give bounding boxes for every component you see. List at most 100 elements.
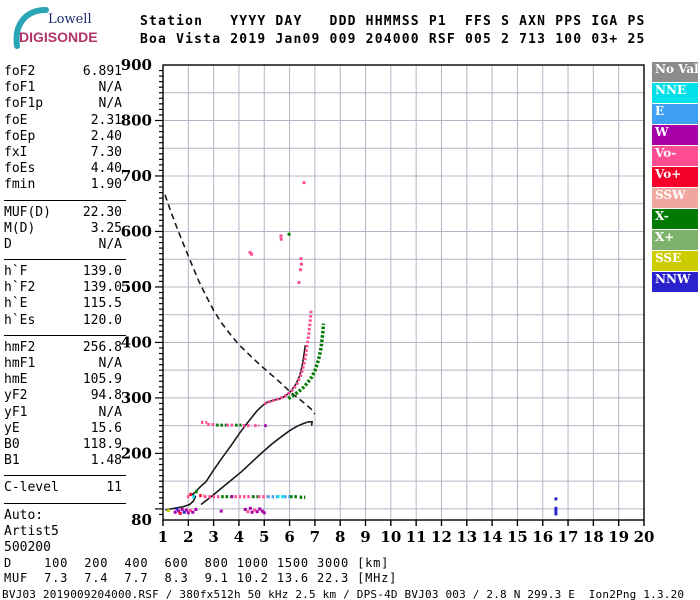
param-value: 94.8 — [90, 388, 122, 404]
scaled-parameters-panel: foF2 6.891 foF1 N/A foF1p N/A foE 2.31 foEp 2.40 f… — [4, 62, 126, 560]
trace-true-height-profile — [200, 421, 314, 506]
param-group-4: C-level 11 — [4, 475, 126, 500]
param-value: 118.9 — [82, 436, 122, 452]
param-value: 1.48 — [90, 453, 122, 469]
logo-line1: Lowell — [48, 12, 92, 27]
dot-noise-echo-dots — [194, 507, 198, 511]
x-tick-label: 14 — [482, 528, 503, 546]
param-value: N/A — [98, 356, 122, 371]
logo-line2: DIGISONDE — [19, 29, 98, 45]
param-label: hmE — [4, 372, 28, 388]
dot-noise-echo-dots — [243, 507, 247, 511]
param-value: 139.0 — [82, 280, 122, 296]
param-label: hmF1 — [4, 356, 36, 371]
x-tick-label: 3 — [208, 528, 218, 546]
dot-noise-echo-dots — [297, 281, 301, 285]
param-label: C-level — [4, 480, 59, 496]
legend-item-sse: SSE — [652, 251, 698, 271]
param-value: 3.25 — [90, 220, 122, 236]
param-label: foF1p — [4, 96, 44, 112]
dot-noise-echo-dots — [279, 234, 283, 238]
param-value: 120.0 — [82, 312, 122, 328]
param-label: foE — [4, 112, 28, 128]
param-row-h-es: h`Es 120.0 — [4, 313, 126, 329]
dot-noise-echo-dots — [173, 510, 177, 514]
param-row-m-d: M(D) 3.25 — [4, 221, 126, 237]
y-tick-label: 400 — [121, 333, 152, 351]
param-row-muf-d: MUF(D) 22.30 — [4, 205, 126, 221]
param-row-artist5: Artist5 — [4, 524, 126, 540]
param-value: 256.8 — [82, 339, 122, 355]
param-row-ye: yE 15.6 — [4, 421, 126, 437]
x-tick-label: 18 — [583, 528, 604, 546]
legend-item-x-: X- — [652, 209, 698, 229]
legend-item-x+: X+ — [652, 230, 698, 250]
param-value: 7.30 — [90, 144, 122, 160]
x-tick-label: 5 — [259, 528, 269, 546]
y-tick-label: 800 — [121, 111, 152, 129]
trace-transmission-curve — [164, 194, 316, 415]
x-tick-label: 16 — [532, 528, 553, 546]
x-tick-label: 19 — [608, 528, 629, 546]
param-row-fof1: foF1 N/A — [4, 80, 126, 96]
muf-row: MUF 7.3 7.4 7.7 8.3 9.1 10.2 13.6 22.3 [… — [4, 571, 398, 585]
param-row-hmf2: hmF2 256.8 — [4, 340, 126, 356]
param-value: 105.9 — [82, 372, 122, 388]
dot-noise-echo-dots — [246, 510, 250, 514]
legend-item-w: W — [652, 125, 698, 145]
dot-noise-echo-dots — [258, 507, 262, 511]
dot-noise-echo-dots — [188, 509, 192, 513]
param-value: 4.40 — [90, 161, 122, 177]
dot-noise-echo-dots — [191, 510, 195, 514]
param-label: foEp — [4, 128, 36, 144]
dot-noise-echo-dots — [219, 509, 223, 513]
param-label: M(D) — [4, 220, 36, 236]
param-row-fxi: fxI 7.30 — [4, 145, 126, 161]
param-label: 500200 — [4, 539, 51, 555]
param-value: N/A — [98, 80, 122, 96]
dot-noise-echo-dots — [554, 509, 558, 513]
param-row-hme: hmE 105.9 — [4, 372, 126, 388]
dot-noise-echo-dots — [248, 251, 252, 255]
param-value: 15.6 — [90, 420, 122, 436]
logo-arc-icon: Lowell DIGISONDE — [13, 7, 98, 49]
dot-noise-echo-dots — [255, 510, 259, 514]
legend-item-ssw: SSW — [652, 188, 698, 208]
y-tick-label: 300 — [121, 389, 152, 407]
x-tick-label: 11 — [406, 528, 427, 546]
dot-noise-echo-dots — [554, 506, 558, 510]
param-group-0: foF2 6.891 foF1 N/A foF1p N/A foE 2.31 foEp 2.40 f… — [4, 62, 126, 198]
param-label: fmin — [4, 177, 36, 193]
param-value: 22.30 — [82, 204, 122, 220]
x-tick-label: 2 — [183, 528, 193, 546]
dot-noise-echo-dots — [180, 507, 184, 511]
x-tick-label: 15 — [507, 528, 528, 546]
param-row-hmf1: hmF1 N/A — [4, 356, 126, 372]
y-tick-label: 700 — [121, 167, 152, 185]
param-row-foep: foEp 2.40 — [4, 129, 126, 145]
param-row-b0: B0 118.9 — [4, 437, 126, 453]
lowell-digisonde-logo: Lowell DIGISONDE — [6, 4, 116, 52]
param-row-fof2: foF2 6.891 — [4, 64, 126, 80]
param-label: fxI — [4, 144, 28, 160]
param-row-c-level: C-level 11 — [4, 480, 126, 496]
dot-noise-echo-dots — [554, 512, 558, 516]
x-tick-label: 7 — [310, 528, 320, 546]
dot-noise-echo-dots — [184, 508, 188, 512]
dot-noise-echo-dots — [299, 262, 303, 266]
param-value: 11 — [106, 480, 122, 496]
param-row-b1: B1 1.48 — [4, 453, 126, 469]
param-label: D — [4, 236, 12, 252]
y-tick-label: 80 — [131, 511, 152, 529]
trace-f2-ordinary-trace — [263, 310, 313, 406]
dot-noise-echo-dots — [175, 507, 179, 511]
dot-noise-echo-dots — [182, 510, 186, 514]
param-value: 139.0 — [82, 264, 122, 280]
dot-noise-echo-dots — [287, 232, 291, 236]
param-label: B1 — [4, 453, 20, 469]
param-row-h-f: h`F 139.0 — [4, 264, 126, 280]
param-value: 2.40 — [90, 128, 122, 144]
y-tick-label: 600 — [121, 222, 152, 240]
param-value: 1.90 — [90, 177, 122, 193]
